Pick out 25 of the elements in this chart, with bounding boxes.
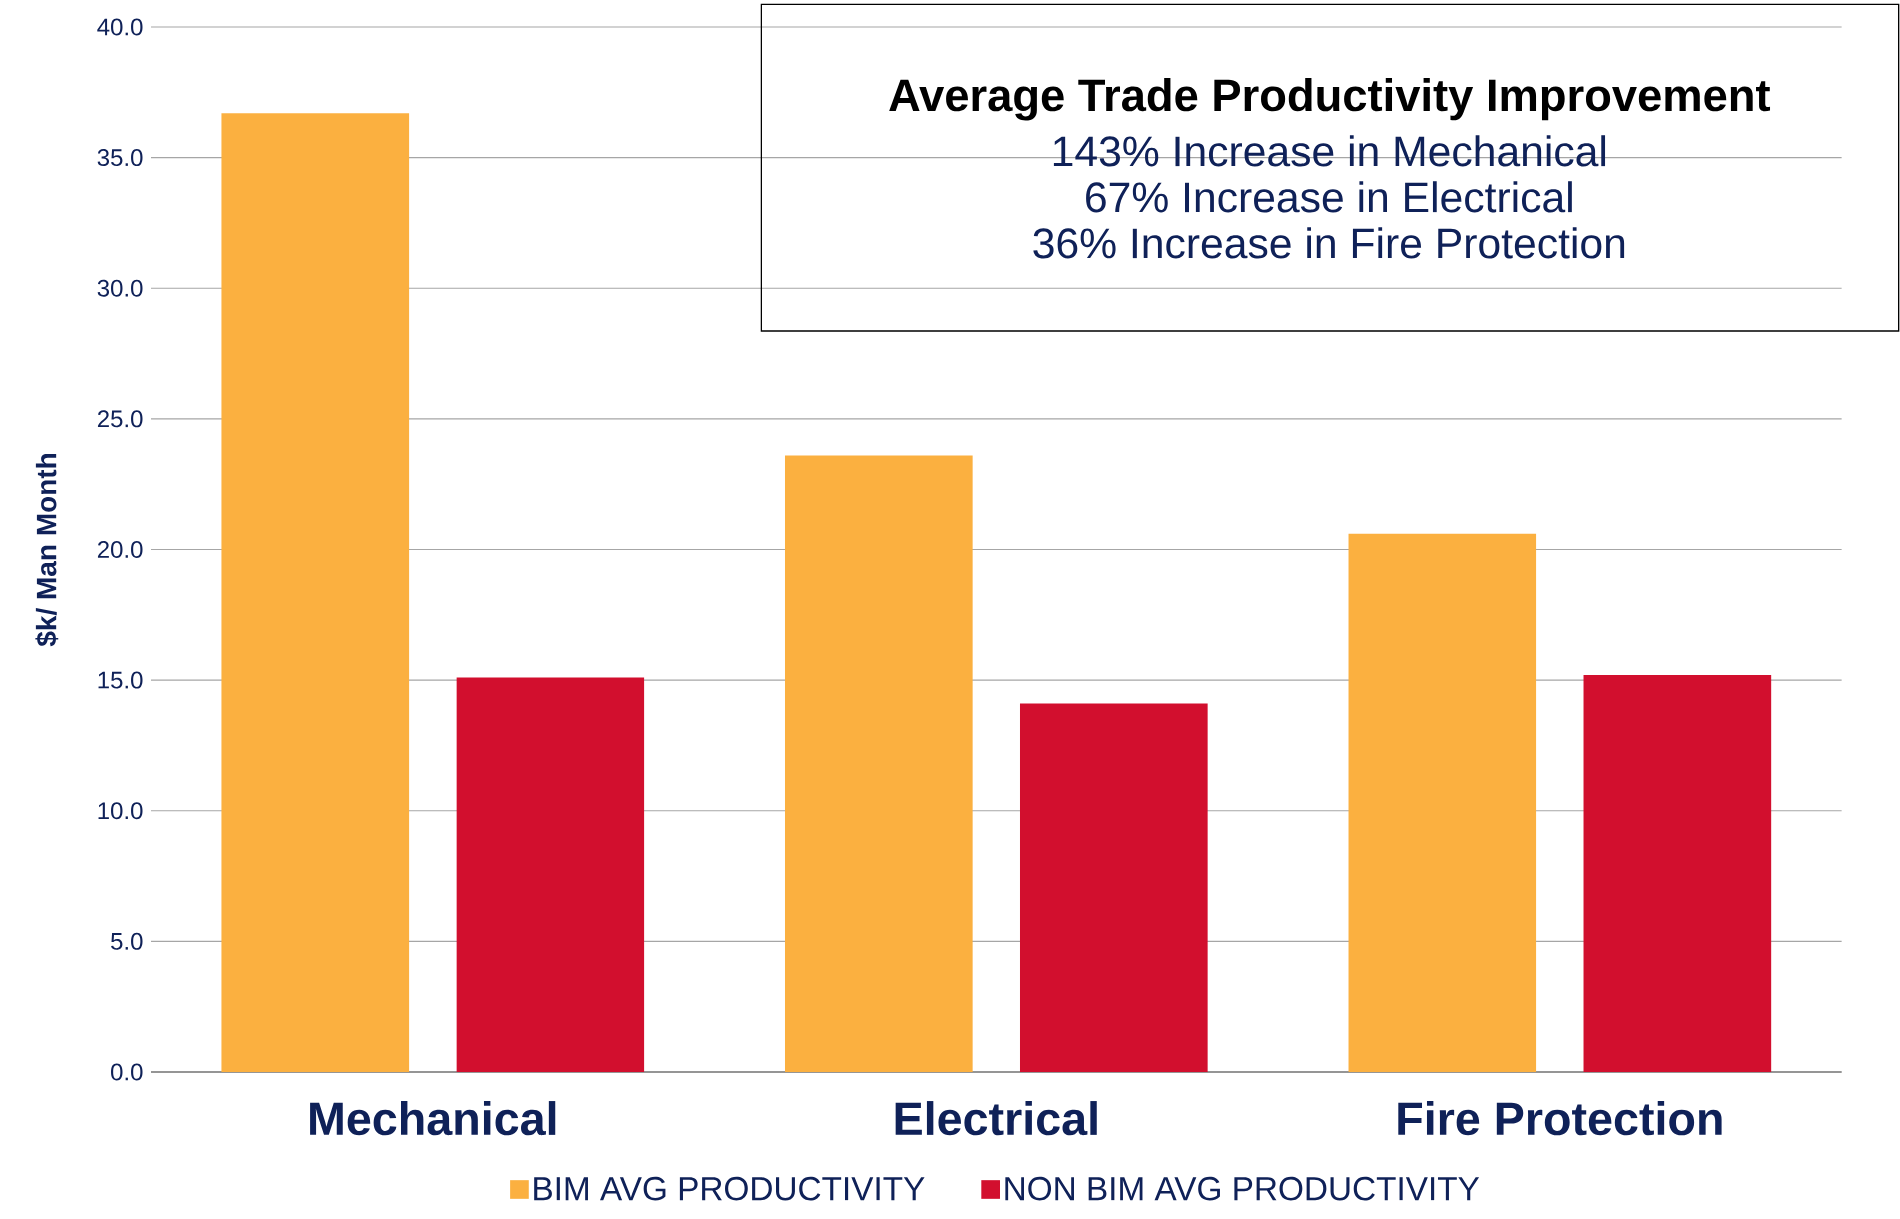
- y-tick-label: 10.0: [98, 802, 143, 820]
- y-tick-label: 25.0: [97, 410, 143, 428]
- y-axis-title: $k/ Man Month: [35, 454, 59, 647]
- y-tick-label: 40.0: [97, 18, 143, 36]
- bar: [1348, 533, 1537, 1072]
- y-tick-label: 35.0: [97, 149, 143, 167]
- annotation: 36% Increase in Fire Protection: [1033, 227, 1625, 259]
- y-tick-label: 0.0: [111, 1063, 143, 1081]
- y-tick-label: 20.0: [97, 540, 143, 558]
- y-tick-label: 30.0: [97, 279, 143, 297]
- bar: [456, 677, 645, 1072]
- legend-label: BIM AVG PRODUCTIVITY: [534, 1176, 925, 1201]
- x-tick-label: Mechanical: [310, 1101, 556, 1136]
- x-tick-label: Fire Protection: [1398, 1101, 1722, 1136]
- annotation: 67% Increase in Electrical: [1086, 181, 1572, 213]
- bar: [784, 455, 973, 1072]
- text: Average Trade Productivity Improvement: [889, 78, 1771, 121]
- y-tick-label: 15.0: [98, 671, 143, 689]
- annotation: 143% Increase in Mechanical: [1053, 135, 1606, 167]
- legend-label: NON BIM AVG PRODUCTIVITY: [1005, 1176, 1480, 1201]
- y-tick-label: 5.0: [111, 932, 143, 950]
- bar: [1583, 674, 1772, 1072]
- bar: [221, 113, 410, 1072]
- bar: [1019, 703, 1208, 1072]
- x-tick-label: Electrical: [895, 1101, 1097, 1136]
